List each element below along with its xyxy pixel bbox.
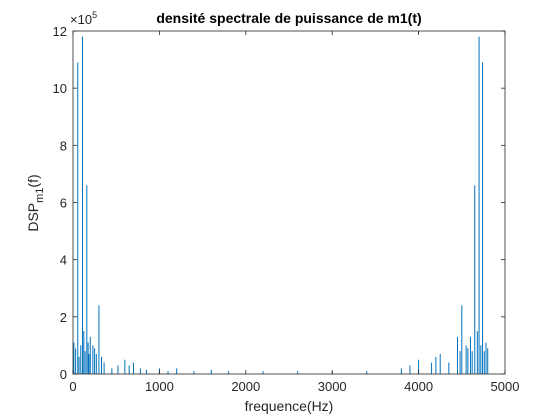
x-tick-label: 5000 [491,379,520,394]
x-axis-label: frequence(Hz) [245,398,334,414]
y-exponent-label: ×105 [70,10,97,27]
x-tick-label: 0 [69,379,76,394]
x-tick-label: 4000 [404,379,433,394]
y-tick-label: 4 [60,253,67,268]
plot-area [73,31,505,374]
bar-series [73,36,489,374]
chart-title: densité spectrale de puissance de m1(t) [156,10,421,26]
y-tick-label: 0 [60,367,67,382]
x-tick-label: 1000 [145,379,174,394]
x-tick-label: 3000 [318,379,347,394]
x-tick-label: 2000 [231,379,260,394]
y-tick-label: 10 [53,81,67,96]
y-tick-label: 2 [60,310,67,325]
y-axis-ticks: 0 2 4 6 8 10 12 [53,24,505,382]
y-tick-label: 6 [60,196,67,211]
x-axis-ticks: 0 1000 2000 3000 4000 5000 [69,31,519,394]
y-axis-label: DSPm1(f) [25,174,46,231]
y-tick-label: 12 [53,24,67,39]
y-tick-label: 8 [60,138,67,153]
